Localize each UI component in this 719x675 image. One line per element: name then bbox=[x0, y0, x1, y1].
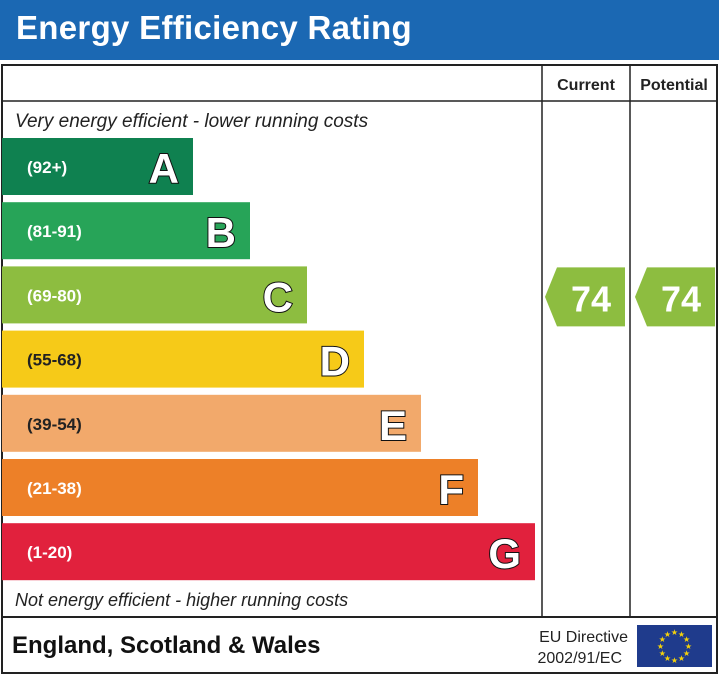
chart-title: Energy Efficiency Rating bbox=[16, 9, 412, 46]
potential-rating-arrow: 74 bbox=[635, 267, 715, 327]
svg-text:★: ★ bbox=[671, 628, 678, 637]
band-e: (39-54) E bbox=[2, 394, 421, 452]
band-range: (21-38) bbox=[27, 479, 82, 498]
band-d: (55-68) D bbox=[2, 330, 364, 388]
band-letter: F bbox=[438, 466, 464, 513]
svg-text:★: ★ bbox=[678, 654, 685, 663]
bottom-caption: Not energy efficient - higher running co… bbox=[15, 590, 348, 610]
band-letter: C bbox=[263, 273, 293, 320]
band-bar-c bbox=[2, 266, 307, 324]
eu-flag-icon: ★ ★★★★★★★★★★★ bbox=[637, 625, 712, 667]
svg-text:★: ★ bbox=[683, 649, 690, 658]
band-range: (55-68) bbox=[27, 351, 82, 370]
band-letter: A bbox=[149, 145, 179, 192]
band-c: (69-80) C bbox=[2, 266, 307, 324]
band-a: (92+) A bbox=[2, 138, 193, 195]
directive-line2: 2002/91/EC bbox=[537, 650, 622, 667]
column-header-potential: Potential bbox=[640, 77, 708, 94]
svg-text:★: ★ bbox=[659, 649, 666, 658]
band-bar-f bbox=[2, 459, 478, 516]
svg-text:★: ★ bbox=[664, 654, 671, 663]
band-letter: B bbox=[206, 209, 236, 256]
column-header-current: Current bbox=[557, 77, 615, 94]
band-range: (1-20) bbox=[27, 543, 72, 562]
svg-text:★: ★ bbox=[685, 642, 692, 651]
band-range: (81-91) bbox=[27, 222, 82, 241]
band-letter: G bbox=[488, 530, 521, 577]
band-g: (1-20) G bbox=[2, 523, 535, 581]
svg-text:★: ★ bbox=[671, 656, 678, 665]
footer-region: England, Scotland & Wales bbox=[12, 632, 320, 659]
chart-title-bar: Energy Efficiency Rating bbox=[0, 0, 719, 60]
svg-text:★: ★ bbox=[657, 642, 664, 651]
top-caption: Very energy efficient - lower running co… bbox=[15, 111, 369, 132]
svg-text:★: ★ bbox=[683, 635, 690, 644]
band-bar-b bbox=[2, 202, 250, 260]
current-rating-arrow: 74 bbox=[545, 267, 625, 327]
band-range: (39-54) bbox=[27, 415, 82, 434]
directive-line1: EU Directive bbox=[539, 629, 628, 646]
band-f: (21-38) F bbox=[2, 459, 478, 516]
band-bar-g bbox=[2, 523, 535, 581]
svg-text:★: ★ bbox=[664, 630, 671, 639]
svg-text:★: ★ bbox=[678, 630, 685, 639]
current-rating-value: 74 bbox=[571, 278, 611, 319]
band-b: (81-91) B bbox=[2, 202, 250, 260]
svg-text:★: ★ bbox=[659, 635, 666, 644]
band-range: (69-80) bbox=[27, 286, 82, 305]
band-bar-e bbox=[2, 394, 421, 452]
band-bar-a bbox=[2, 138, 193, 195]
band-letter: E bbox=[379, 402, 407, 449]
band-letter: D bbox=[320, 338, 350, 385]
band-bar-d bbox=[2, 330, 364, 388]
potential-rating-value: 74 bbox=[661, 278, 701, 319]
band-range: (92+) bbox=[27, 158, 67, 177]
